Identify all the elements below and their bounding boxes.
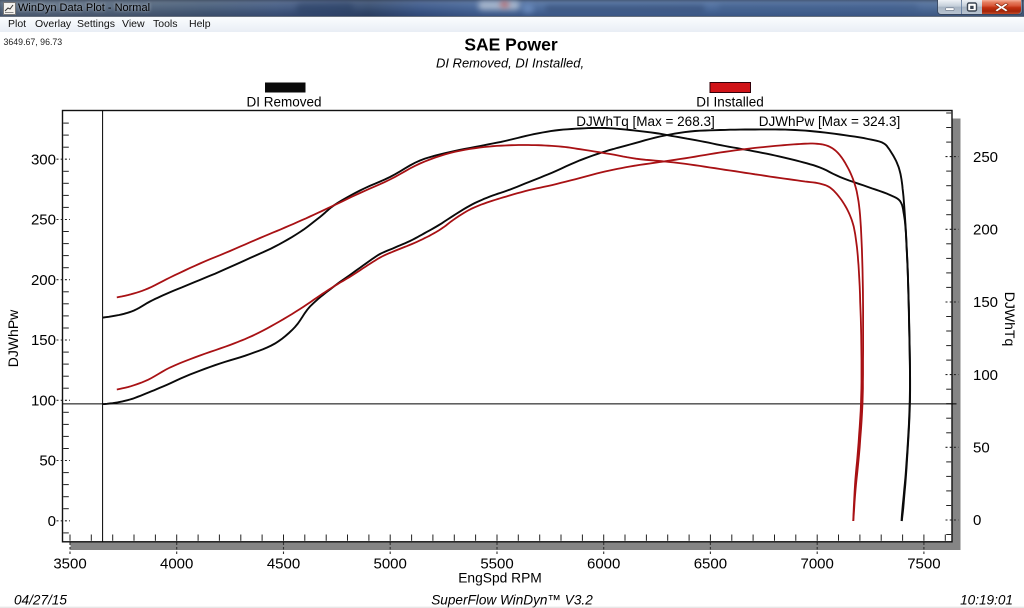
svg-text:10:19:01: 10:19:01	[960, 593, 1013, 608]
svg-text:DJWhPw: DJWhPw	[5, 309, 21, 367]
svg-text:100: 100	[973, 367, 998, 384]
svg-text:6000: 6000	[587, 556, 620, 573]
svg-text:0: 0	[48, 513, 56, 530]
svg-text:7500: 7500	[907, 556, 940, 573]
svg-text:EngSpd RPM: EngSpd RPM	[458, 571, 542, 586]
svg-text:150: 150	[31, 332, 56, 349]
svg-text:SAE Power: SAE Power	[464, 35, 558, 55]
svg-text:250: 250	[973, 149, 998, 166]
svg-text:6500: 6500	[694, 556, 727, 573]
svg-text:DI Removed, DI Installed,: DI Removed, DI Installed,	[436, 56, 584, 71]
svg-text:50: 50	[39, 453, 56, 470]
svg-text:0: 0	[973, 512, 981, 529]
svg-text:3649.67, 96.73: 3649.67, 96.73	[4, 37, 63, 47]
svg-text:04/27/15: 04/27/15	[14, 593, 67, 608]
svg-text:150: 150	[973, 294, 998, 311]
svg-text:DJWhTq: DJWhTq	[1002, 292, 1018, 346]
svg-text:100: 100	[31, 393, 56, 410]
svg-text:3500: 3500	[53, 556, 86, 573]
svg-text:5500: 5500	[480, 556, 513, 573]
svg-text:DI Removed: DI Removed	[246, 95, 321, 110]
svg-text:4500: 4500	[267, 556, 300, 573]
svg-text:5000: 5000	[374, 556, 407, 573]
svg-text:7000: 7000	[801, 556, 834, 573]
svg-text:200: 200	[973, 222, 998, 239]
svg-text:200: 200	[31, 272, 56, 289]
svg-text:250: 250	[31, 212, 56, 229]
svg-text:DI Installed: DI Installed	[696, 95, 764, 110]
svg-text:4000: 4000	[160, 556, 193, 573]
svg-text:50: 50	[973, 440, 990, 457]
svg-text:SuperFlow WinDyn™ V3.2: SuperFlow WinDyn™ V3.2	[431, 593, 593, 608]
svg-text:300: 300	[31, 151, 56, 168]
svg-text:DJWhTq [Max = 268.3]: DJWhTq [Max = 268.3]	[576, 114, 714, 129]
svg-text:DJWhPw [Max = 324.3]: DJWhPw [Max = 324.3]	[759, 114, 900, 129]
